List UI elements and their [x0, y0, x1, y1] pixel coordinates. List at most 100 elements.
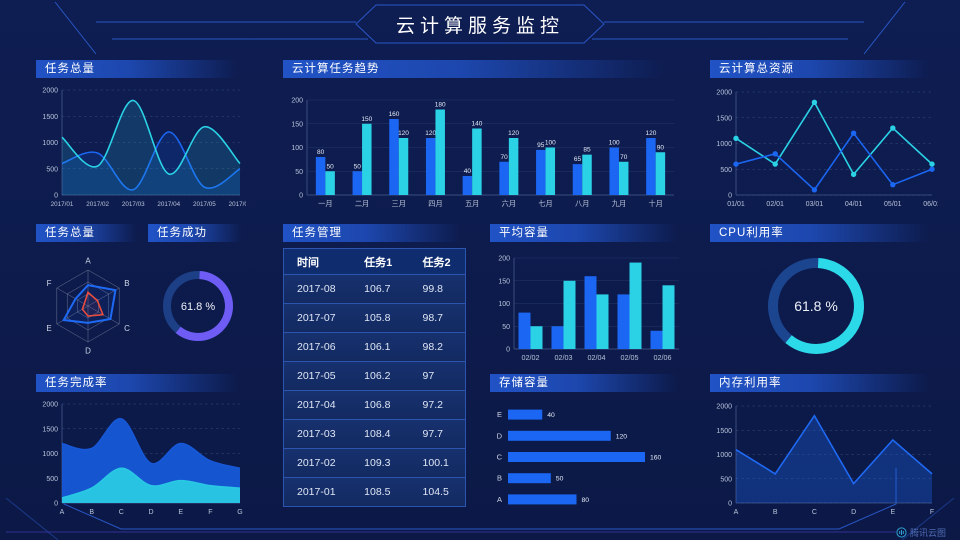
svg-text:C: C [119, 509, 124, 516]
svg-text:1500: 1500 [42, 426, 58, 433]
svg-text:85: 85 [583, 147, 591, 154]
svg-text:B: B [124, 279, 129, 288]
table-cell: 106.7 [364, 283, 391, 295]
table-row: 2017-07 105.8 98.7 [283, 304, 466, 333]
table-cell: 2017-02 [297, 457, 336, 469]
svg-text:50: 50 [502, 324, 510, 331]
task-completion-area-chart: 0 500 1000 1500 2000 A B C D E F G [42, 402, 242, 517]
svg-text:B: B [497, 474, 502, 483]
svg-text:七月: 七月 [538, 199, 552, 208]
panel-title-storage-capacity: 存储容量 [490, 374, 685, 392]
average-capacity-bar-chart: 0 50 100 150 200 02/02 02/03 02/04 02/05 02/06 [498, 256, 679, 362]
svg-text:五月: 五月 [465, 199, 479, 208]
svg-text:G: G [237, 509, 242, 516]
memory-utilization-line-chart: 0 500 1000 1500 2000 A B C D E F [716, 404, 934, 517]
svg-text:D: D [85, 347, 91, 356]
panel-title-task-completion: 任务完成率 [36, 374, 246, 392]
svg-text:160: 160 [650, 455, 662, 462]
svg-text:500: 500 [46, 166, 58, 173]
svg-text:02/04: 02/04 [588, 353, 606, 362]
cloud-total-resources-line-chart: 0 500 1000 1500 2000 01/01 02/01 03/01 04/01 05/0… [716, 90, 938, 209]
panel-title-average-capacity: 平均容量 [490, 224, 685, 242]
svg-text:100: 100 [545, 140, 556, 147]
table-cell: 106.1 [364, 341, 391, 353]
svg-text:02/06: 02/06 [654, 353, 672, 362]
svg-text:2017/02: 2017/02 [86, 201, 109, 208]
panel-average-capacity: 平均容量 0 50 100 150 200 02/02 02/03 02/04 02/05 02/… [490, 224, 685, 364]
panel-title-task-total-line: 任务总量 [36, 60, 246, 78]
table-header-cell: 时间 [297, 256, 319, 269]
task-total-line-chart: 0 500 1000 1500 2000 2017/01 2017/02 2017/03 201… [42, 88, 246, 209]
svg-text:120: 120 [645, 130, 656, 137]
svg-text:2017/05: 2017/05 [193, 201, 216, 208]
svg-text:70: 70 [620, 154, 628, 161]
panel-title-cloud-total-resources: 云计算总资源 [710, 60, 938, 78]
svg-text:04/01: 04/01 [845, 201, 863, 208]
table-cell: 97 [422, 370, 435, 382]
svg-text:120: 120 [616, 433, 628, 440]
svg-text:0: 0 [299, 193, 303, 200]
watermark: 腾讯云图 [896, 526, 946, 539]
table-cell: 108.5 [364, 486, 391, 498]
table-row: 2017-06 106.1 98.2 [283, 333, 466, 362]
svg-text:61.8 %: 61.8 % [181, 301, 215, 313]
table-header-row: 时间 任务1 任务2 [283, 249, 466, 275]
svg-text:150: 150 [361, 116, 372, 123]
table-header-cell: 任务1 [364, 256, 393, 269]
svg-text:E: E [890, 509, 895, 516]
panel-cloud-task-trend: 云计算任务趋势 0 50 100 150 200 一月 二月 三月 四月 五月 六月 七月 八月 九月 十月… [283, 60, 680, 210]
table-row: 2017-01 108.5 104.5 [283, 478, 466, 507]
svg-text:一月: 一月 [318, 199, 332, 208]
svg-text:三月: 三月 [392, 199, 406, 208]
table-cell: 97.7 [422, 428, 443, 440]
svg-text:02/05: 02/05 [621, 353, 639, 362]
svg-text:1500: 1500 [716, 428, 732, 435]
svg-text:C: C [497, 453, 503, 462]
table-cell: 98.7 [422, 312, 443, 324]
svg-text:C: C [124, 324, 130, 333]
svg-text:B: B [89, 509, 94, 516]
svg-text:50: 50 [354, 163, 362, 170]
panel-title-cloud-task-trend: 云计算任务趋势 [283, 60, 680, 78]
svg-text:80: 80 [582, 497, 590, 504]
svg-text:200: 200 [291, 98, 303, 105]
task-success-gauge: 61.8 % [163, 271, 233, 341]
svg-text:A: A [85, 257, 91, 266]
panel-cloud-total-resources: 云计算总资源 0 500 1000 1500 2000 01/01 02/01 03/01 04… [710, 60, 938, 210]
svg-text:0: 0 [728, 501, 732, 508]
svg-text:六月: 六月 [502, 199, 516, 208]
svg-text:500: 500 [720, 167, 732, 174]
svg-text:100: 100 [498, 301, 510, 308]
svg-text:02/01: 02/01 [766, 201, 784, 208]
table-cell: 109.3 [364, 457, 391, 469]
svg-text:0: 0 [54, 501, 58, 508]
svg-text:90: 90 [657, 144, 665, 151]
table-cell: 105.8 [364, 312, 391, 324]
svg-text:2017/03: 2017/03 [122, 201, 145, 208]
svg-text:160: 160 [389, 111, 400, 118]
svg-text:2000: 2000 [716, 90, 732, 97]
table-row: 2017-02 109.3 100.1 [283, 449, 466, 478]
svg-text:F: F [930, 509, 934, 516]
svg-text:1000: 1000 [716, 452, 732, 459]
table-cell: 106.8 [364, 399, 391, 411]
table-cell: 104.5 [422, 486, 449, 498]
svg-text:2000: 2000 [716, 404, 732, 411]
svg-text:A: A [60, 509, 65, 516]
svg-text:A: A [734, 509, 739, 516]
svg-text:四月: 四月 [428, 199, 442, 208]
svg-text:F: F [208, 509, 212, 516]
table-cell: 2017-03 [297, 428, 336, 440]
svg-text:02/02: 02/02 [522, 353, 540, 362]
table-row: 2017-08 106.7 99.8 [283, 275, 466, 304]
svg-text:1000: 1000 [716, 141, 732, 148]
table-cell: 2017-01 [297, 486, 336, 498]
svg-text:40: 40 [464, 168, 472, 175]
svg-text:50: 50 [326, 163, 334, 170]
panel-cpu-utilization: CPU利用率 61.8 % [710, 224, 938, 364]
svg-text:180: 180 [435, 102, 446, 109]
table-row: 2017-05 106.2 97 [283, 362, 466, 391]
panel-task-management: 任务管理 时间 任务1 任务2 2017-08 106.7 99.8 2017-07 105.… [283, 224, 468, 507]
